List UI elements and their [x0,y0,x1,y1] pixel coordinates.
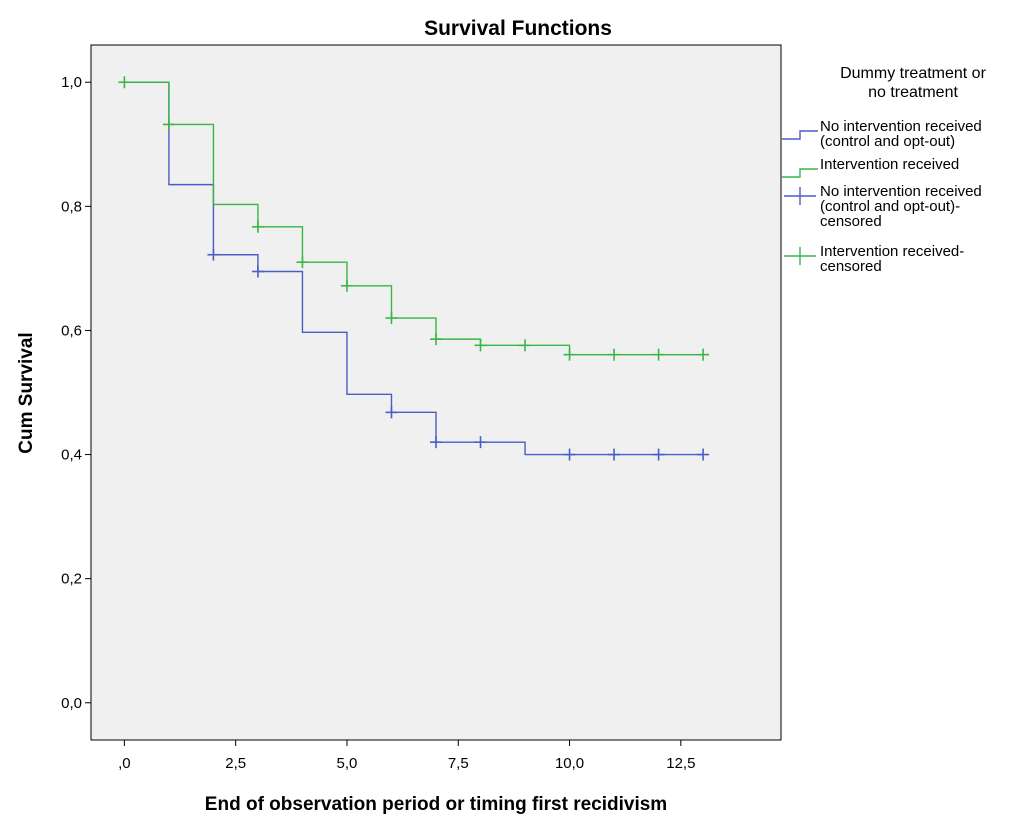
legend-item: No intervention received (control and opt… [784,183,982,230]
censor-mark [697,348,710,361]
censor-mark [697,448,710,461]
legend-item: Intervention received [782,156,959,178]
legend-label: Intervention received [820,156,959,173]
censor-mark [430,436,442,449]
y-tick-label: 0,6 [61,322,82,339]
x-tick-label: 12,5 [666,755,695,772]
series-layer [118,76,710,461]
chart-title: Survival Functions [424,17,612,40]
legend-line-swatch [782,130,818,140]
censor-mark [385,406,398,419]
x-tick-label: 7,5 [448,755,469,772]
censor-mark [251,265,264,278]
x-tick-label: ,0 [118,755,131,772]
censor-mark [385,312,398,325]
y-tick-label: 1,0 [61,74,82,91]
legend-label: Intervention received-censored [820,243,964,275]
legend-label: No intervention received (control and opt… [820,118,982,150]
survival-curve-no-intervention [124,81,704,456]
x-tick-label: 5,0 [337,755,358,772]
censor-mark [652,348,665,361]
censor-mark [563,448,576,461]
censor-mark [474,436,487,449]
censor-mark [296,256,309,269]
plot-area [90,44,782,741]
legend-item: Intervention received-censored [784,243,964,275]
y-tick-label: 0,4 [61,447,82,464]
censor-mark [207,248,220,261]
x-axis-ticks: ,0 2,5 5,0 7,5 10,0 12,5 [118,740,695,772]
legend-label: No intervention received (control and opt… [820,183,982,230]
legend: Dummy treatment or no treatment No interv… [782,65,987,275]
x-tick-label: 2,5 [225,755,246,772]
y-tick-label: 0,2 [61,571,82,588]
y-tick-label: 0,0 [61,695,82,712]
censor-mark [519,339,532,352]
y-tick-label: 0,8 [61,198,82,215]
censor-mark [162,118,175,131]
x-tick-label: 10,0 [555,755,584,772]
censor-mark [118,76,131,89]
censor-mark [430,333,442,346]
censor-mark [251,220,264,233]
legend-line-swatch [782,168,818,178]
censor-mark [340,279,353,292]
y-axis-title: Cum Survival [16,332,37,453]
censor-mark [608,348,621,361]
censor-mark [608,448,621,461]
censor-mark [474,339,487,352]
legend-items: No intervention received (control and opt… [782,118,982,275]
legend-item: No intervention received (control and opt… [782,118,982,150]
legend-title: Dummy treatment or no treatment [840,65,986,101]
censor-mark [652,448,665,461]
censor-mark [563,348,576,361]
survival-curve-intervention [124,81,704,356]
x-axis-title: End of observation period or timing firs… [205,794,667,815]
y-axis-ticks: 0,0 0,2 0,4 0,6 0,8 1,0 [61,74,91,712]
